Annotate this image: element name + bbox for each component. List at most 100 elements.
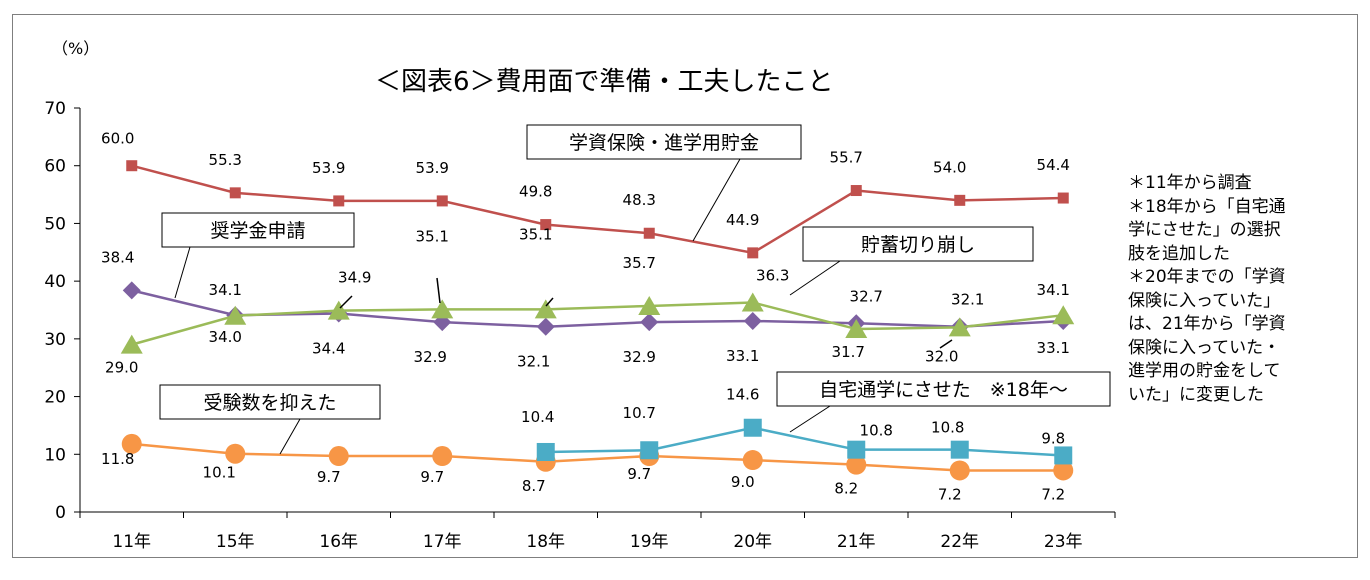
y-tick-label: 20 <box>44 388 66 408</box>
data-point <box>847 440 866 459</box>
x-tick-label: 17年 <box>423 532 462 552</box>
data-label: 38.4 <box>101 248 134 266</box>
data-label: 33.1 <box>726 347 759 365</box>
notes-box: ＊11年から調査 ＊18年から「自宅通 学にさせた」の選択 肢を追加した ＊20… <box>1128 172 1358 407</box>
note-line: いた」に変更した <box>1128 384 1264 405</box>
x-tick-label: 11年 <box>112 532 151 552</box>
label-leader <box>436 277 441 304</box>
series-5: 10.4 10.7 14.6 10.8 10.8 9.8 <box>521 386 1073 465</box>
chart-frame <box>12 14 1358 558</box>
callout-box <box>159 384 381 420</box>
data-point <box>225 443 246 464</box>
data-label: 9.7 <box>317 468 341 486</box>
series-3: 29.0 34.0 34.9 35.1 35.1 35.7 36.3 31.7 32.0 34.1 <box>105 225 1075 377</box>
data-label: 49.8 <box>519 183 552 201</box>
data-label: 34.9 <box>338 269 371 287</box>
note-line: は、21年から「学資 <box>1128 314 1286 334</box>
series-name-label: 受験数を抑えた <box>203 392 336 414</box>
data-label: 32.0 <box>925 347 958 365</box>
callout-leader <box>174 246 191 299</box>
data-point <box>1052 305 1075 325</box>
data-point <box>950 440 969 459</box>
y-tick-label: 0 <box>55 503 66 523</box>
data-label: 36.3 <box>756 266 789 284</box>
note-line: 保険に入っていた」 <box>1128 290 1281 311</box>
data-label: 8.2 <box>834 480 858 498</box>
note-line: 肢を追加した <box>1128 243 1230 264</box>
callout-box <box>776 371 1111 407</box>
data-point <box>224 305 247 325</box>
note-line: 学にさせた」の選択 <box>1128 220 1281 240</box>
data-point <box>126 160 138 172</box>
data-point <box>640 441 659 460</box>
data-label: 9.8 <box>1041 429 1065 447</box>
callout-leader <box>789 405 831 433</box>
callout-1: 学資保険・進学用貯金 <box>526 124 802 242</box>
data-label: 8.7 <box>522 477 546 495</box>
data-label: 34.1 <box>1037 281 1070 299</box>
series-1: 60.0 55.3 53.9 53.9 49.8 48.3 44.9 55.7 54.0 54.4 <box>101 130 1070 259</box>
callout-3: 貯蓄切り崩し <box>789 226 1034 296</box>
data-label: 32.1 <box>517 353 550 371</box>
data-label: 32.7 <box>850 287 883 305</box>
data-label: 10.1 <box>203 464 236 482</box>
data-point <box>432 446 453 467</box>
data-label: 35.1 <box>416 227 449 245</box>
chart-title: ＜図表6＞費用面で準備・工夫したこと <box>375 67 834 97</box>
y-axis-unit: （%） <box>52 39 99 58</box>
data-point <box>431 299 454 319</box>
data-point <box>742 450 763 471</box>
data-point <box>954 194 966 206</box>
series-name-label: 奨学金申請 <box>210 220 305 242</box>
data-label: 29.0 <box>105 359 138 377</box>
axes: 0 10 20 30 40 50 60 70 11年 15年 16年 17年 18年 19年 20年 21年 2… <box>44 99 1116 552</box>
x-tick-label: 16年 <box>319 532 358 552</box>
x-tick-label: 21年 <box>837 532 876 552</box>
data-point <box>1057 192 1069 204</box>
y-tick-label: 50 <box>44 214 66 234</box>
data-label: 48.3 <box>623 191 656 209</box>
data-point <box>850 185 862 197</box>
y-tick-label: 30 <box>44 330 66 350</box>
label-leader <box>545 297 554 307</box>
callout-leader <box>789 260 841 296</box>
series-name-label: 学資保険・進学用貯金 <box>569 132 759 154</box>
data-point <box>540 219 552 231</box>
note-line: 保険に入っていた・ <box>1128 337 1281 358</box>
data-label: 34.0 <box>209 328 242 346</box>
data-label: 9.7 <box>420 468 444 486</box>
data-point <box>534 299 557 319</box>
data-point <box>741 292 764 312</box>
x-tick-label: 23年 <box>1044 532 1083 552</box>
data-point <box>845 319 868 339</box>
data-point <box>229 187 241 199</box>
data-label: 60.0 <box>101 130 134 148</box>
data-label: 54.0 <box>933 158 966 176</box>
series-line <box>131 442 1064 472</box>
y-tick-label: 60 <box>44 157 66 177</box>
series-name-label: 自宅通学にさせた ※18年～ <box>819 379 1068 401</box>
data-point <box>948 317 971 337</box>
note-line: 進学用の貯金をして <box>1128 361 1281 381</box>
callout-leader <box>279 418 301 455</box>
x-tick-label: 18年 <box>526 532 565 552</box>
data-label: 31.7 <box>832 343 865 361</box>
series-line <box>131 164 1064 255</box>
data-label: 55.7 <box>830 149 863 167</box>
data-label: 10.8 <box>860 422 893 440</box>
data-label: 34.1 <box>209 281 242 299</box>
y-tick-label: 10 <box>44 445 66 465</box>
data-label: 33.1 <box>1037 339 1070 357</box>
data-point <box>846 454 867 475</box>
data-point <box>640 313 659 332</box>
data-point <box>333 195 345 207</box>
data-label: 11.8 <box>101 450 134 468</box>
callout-2: 奨学金申請 <box>161 212 355 299</box>
note-line: ＊18年から「自宅通 <box>1128 196 1286 217</box>
data-label: 53.9 <box>416 159 449 177</box>
callout-4: 受験数を抑えた <box>159 384 381 455</box>
label-leader <box>339 295 353 309</box>
data-point <box>743 418 762 437</box>
